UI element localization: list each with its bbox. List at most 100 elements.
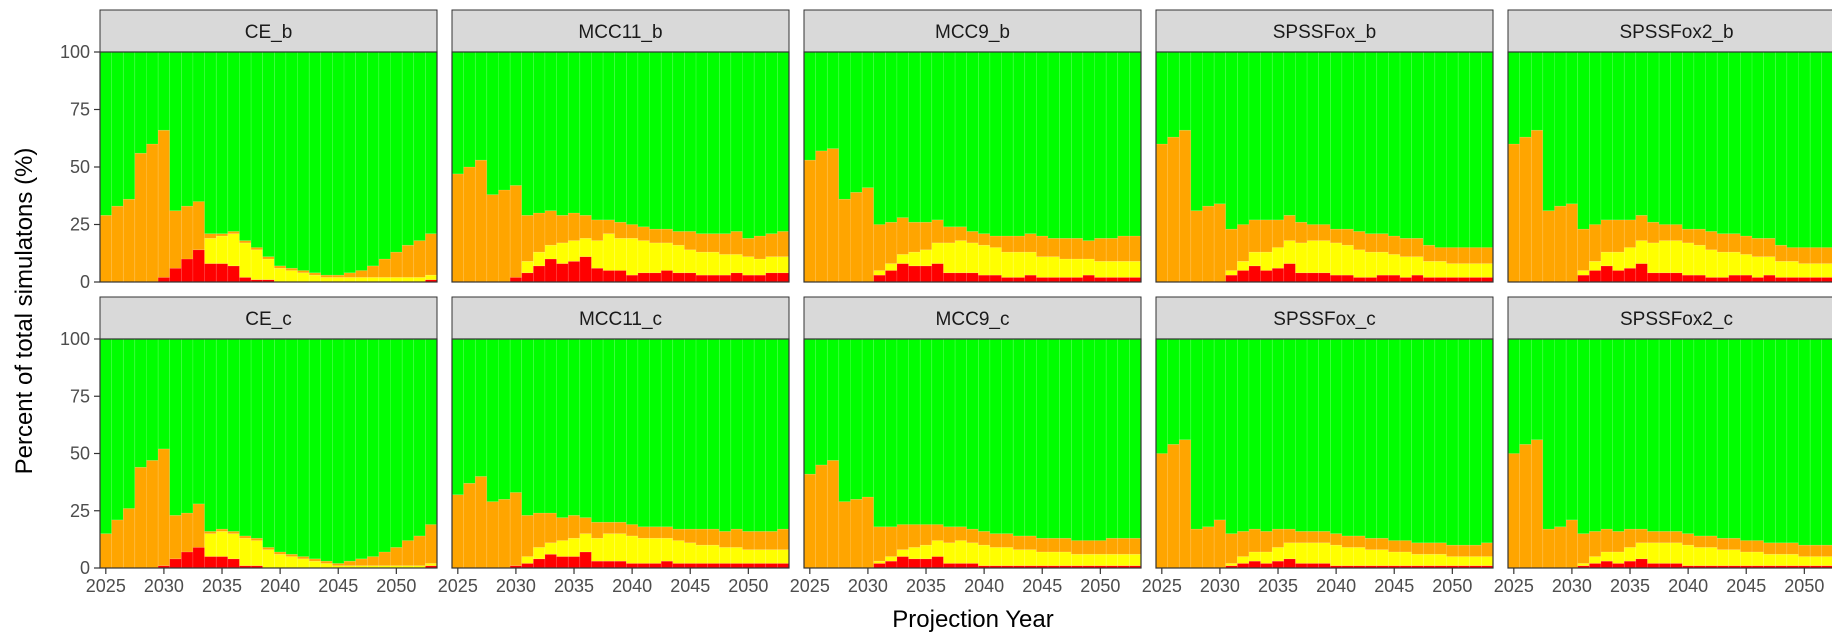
bar-yellow (1330, 544, 1343, 567)
bar-green (1469, 51, 1482, 248)
bar-red (591, 267, 604, 283)
bar-yellow (239, 537, 252, 567)
bar-green (707, 51, 720, 234)
bar-green (1635, 338, 1648, 530)
bar-yellow (343, 277, 356, 283)
bar-green (1330, 338, 1343, 534)
bar-green (1600, 338, 1613, 530)
x-tick-label: 2045 (670, 576, 710, 596)
bar-green (343, 338, 356, 562)
bar-yellow (1318, 542, 1331, 564)
bar-yellow (1036, 551, 1049, 567)
bar-orange (1248, 528, 1261, 553)
bar-yellow (1422, 260, 1436, 278)
bar-green (134, 51, 147, 154)
bar-red (684, 563, 697, 569)
bar-orange (1047, 537, 1060, 553)
bar-green (838, 338, 851, 502)
bar-green (285, 338, 298, 555)
bar-green (626, 51, 639, 225)
bar-orange (1600, 528, 1613, 553)
bar-orange (707, 233, 720, 253)
bar-orange (602, 521, 615, 534)
panel-SPSSFox_b: SPSSFox_b (1155, 9, 1494, 283)
bar-orange (498, 498, 511, 569)
bar-green (896, 338, 909, 525)
bar-green (509, 338, 523, 493)
bar-yellow (204, 533, 217, 557)
bar-orange (1283, 215, 1296, 241)
bar-orange (463, 482, 476, 569)
bar-orange (1330, 533, 1343, 546)
bar-green (1422, 338, 1436, 544)
bar-green (1577, 51, 1590, 230)
x-tick-label: 2040 (1316, 576, 1356, 596)
bar-green (1213, 51, 1227, 205)
bar-yellow (250, 540, 263, 567)
bar-orange (425, 524, 438, 564)
bar-green (146, 338, 159, 461)
bar-yellow (1388, 254, 1401, 276)
bar-green (1260, 338, 1273, 532)
bar-green (215, 51, 229, 234)
bar-orange (1658, 531, 1671, 544)
bar-orange (1094, 540, 1107, 555)
bar-green (355, 51, 368, 271)
bar-green (1798, 338, 1811, 546)
bar-orange (660, 526, 674, 539)
bar-yellow (954, 240, 967, 274)
bar-green (1774, 338, 1788, 544)
bar-orange (401, 540, 415, 567)
bar-orange (486, 194, 499, 283)
bar-orange (250, 247, 263, 251)
bar-orange (1036, 235, 1049, 258)
bar-green (1740, 51, 1753, 237)
bar-green (1190, 338, 1203, 530)
bar-red (169, 558, 182, 569)
panel-strip-label: SPSSFox_b (1273, 22, 1377, 43)
bar-orange (1105, 537, 1119, 555)
bar-green (931, 51, 944, 221)
bar-red (1306, 272, 1319, 283)
bar-orange (1213, 203, 1227, 283)
bar-red (943, 563, 956, 569)
bar-green (378, 338, 391, 553)
bar-red (1728, 274, 1741, 283)
bar-red (742, 274, 755, 283)
bar-yellow (297, 558, 310, 569)
x-tick-label: 2040 (964, 576, 1004, 596)
bar-green (684, 338, 697, 530)
bar-red (1658, 272, 1671, 283)
bar-orange (614, 221, 627, 239)
bar-orange (1809, 247, 1823, 264)
panel-border (803, 51, 1142, 283)
panel-strip-label: SPSSFox2_c (1620, 309, 1733, 330)
bar-green (1798, 51, 1811, 248)
bar-orange (556, 517, 569, 541)
bar-yellow (1670, 542, 1683, 564)
bar-green (1059, 338, 1072, 539)
bar-yellow (1469, 263, 1482, 278)
bar-yellow (753, 258, 767, 276)
bar-yellow (1612, 551, 1625, 564)
bar-green (1388, 51, 1401, 237)
bar-orange (1012, 235, 1026, 253)
bar-yellow (777, 256, 790, 274)
bar-green (192, 51, 205, 202)
bar-red (1341, 274, 1354, 283)
bar-yellow (1129, 553, 1142, 567)
bar-green (966, 51, 979, 232)
bar-yellow (1388, 551, 1401, 567)
bar-red (1623, 560, 1637, 569)
bar-yellow (1821, 556, 1832, 567)
bar-red (181, 551, 194, 569)
bar-red (753, 563, 767, 569)
bar-yellow (1763, 553, 1776, 567)
bar-yellow (1434, 553, 1447, 567)
bar-yellow (378, 277, 391, 283)
bar-yellow (1248, 551, 1261, 562)
bar-orange (908, 221, 921, 253)
bar-orange (1260, 219, 1273, 253)
bar-yellow (227, 533, 240, 560)
bar-orange (297, 556, 310, 560)
